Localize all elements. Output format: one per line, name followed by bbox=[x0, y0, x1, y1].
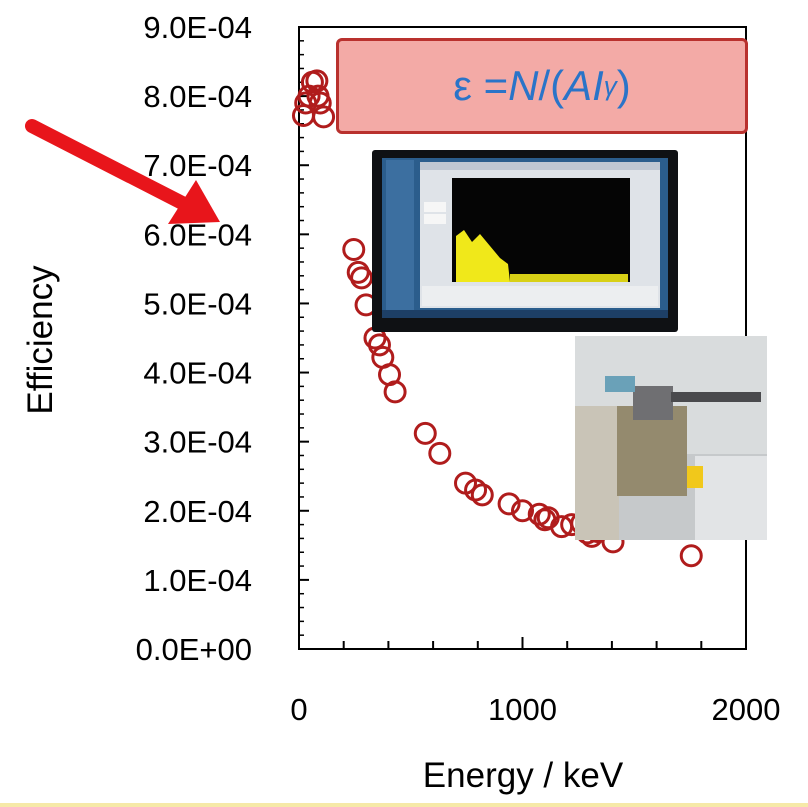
data-point bbox=[350, 266, 374, 290]
data-point bbox=[312, 105, 336, 129]
hpge-detector-lab-photo bbox=[575, 336, 767, 540]
equation-a: A bbox=[564, 62, 593, 109]
x-tick-label: 1000 bbox=[488, 692, 557, 727]
x-tick-label: 2000 bbox=[712, 692, 781, 727]
y-tick-label: 3.0E-04 bbox=[143, 425, 252, 460]
y-tick-label: 5.0E-04 bbox=[143, 286, 252, 321]
data-point bbox=[428, 441, 452, 465]
data-point bbox=[308, 91, 332, 115]
red-arrow bbox=[25, 119, 220, 224]
y-tick-label: 9.0E-04 bbox=[143, 10, 252, 45]
y-tick-label: 6.0E-04 bbox=[143, 217, 252, 252]
equation-mid: /( bbox=[538, 62, 565, 109]
y-axis-ticks bbox=[299, 26, 309, 650]
x-axis-title: Energy / keV bbox=[423, 756, 624, 795]
y-tick-label: 1.0E-04 bbox=[143, 563, 252, 598]
data-point bbox=[679, 544, 703, 568]
equation-prefix: ε = bbox=[453, 62, 509, 109]
data-point bbox=[367, 333, 391, 357]
equation-i: I bbox=[592, 62, 604, 109]
y-tick-label: 7.0E-04 bbox=[143, 148, 252, 183]
data-point bbox=[413, 421, 437, 445]
data-point bbox=[383, 380, 407, 404]
data-point bbox=[464, 478, 488, 502]
data-point bbox=[497, 492, 521, 516]
data-point bbox=[342, 238, 366, 262]
x-axis-ticks bbox=[342, 637, 703, 649]
x-tick-label: 0 bbox=[290, 692, 307, 727]
y-axis-title: Efficiency bbox=[21, 265, 60, 415]
y-tick-label: 0.0E+00 bbox=[136, 632, 252, 667]
y-tick-label: 8.0E-04 bbox=[143, 79, 252, 114]
bottom-border bbox=[0, 803, 808, 807]
gamma-spectrum-monitor-photo bbox=[372, 150, 678, 332]
y-tick-label: 2.0E-04 bbox=[143, 494, 252, 529]
y-tick-label: 4.0E-04 bbox=[143, 356, 252, 391]
x-axis-tick-labels: 0 1000 2000 bbox=[290, 692, 780, 727]
data-point bbox=[511, 499, 534, 523]
data-point bbox=[470, 483, 494, 507]
equation-gamma: γ bbox=[603, 70, 617, 101]
equation-n: N bbox=[508, 62, 539, 109]
equation-suffix: ) bbox=[616, 62, 631, 109]
y-axis-tick-labels: 0.0E+00 1.0E-04 2.0E-04 3.0E-04 4.0E-04 5.0E-… bbox=[136, 10, 252, 667]
data-point bbox=[305, 69, 329, 93]
